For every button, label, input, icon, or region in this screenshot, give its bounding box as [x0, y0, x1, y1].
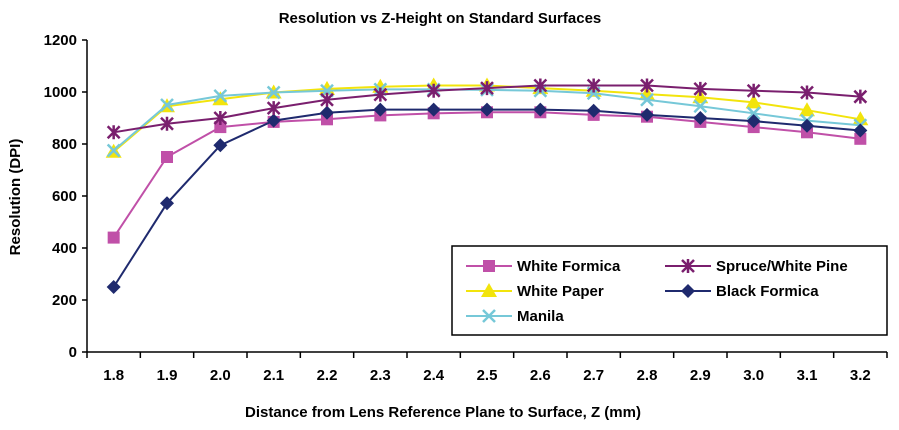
data-point-spruce-white-pine: [373, 87, 388, 102]
legend-label: Spruce/White Pine: [716, 258, 848, 275]
data-point-black-formica: [746, 114, 761, 129]
data-point-spruce-white-pine: [106, 125, 121, 140]
data-point-manila: [160, 98, 174, 112]
legend-item-white-formica: White Formica: [466, 258, 621, 275]
data-point-black-formica: [480, 102, 494, 117]
legend-label: White Formica: [517, 258, 621, 275]
data-point-white-formica: [854, 132, 867, 145]
legend-label: Black Formica: [716, 283, 819, 300]
data-point-black-formica: [693, 111, 708, 125]
legend-swatch-marker: [483, 260, 495, 272]
data-point-spruce-white-pine: [426, 83, 441, 98]
legend-swatch-marker: [681, 259, 695, 273]
data-point-black-formica: [640, 107, 654, 122]
x-tick-label: 2.7: [583, 367, 604, 384]
x-tick-label: 2.2: [317, 367, 338, 384]
data-point-white-formica: [107, 231, 120, 244]
series-spruce-white-pine: [106, 78, 868, 140]
data-point-black-formica: [533, 102, 548, 117]
series-layer: [105, 77, 869, 294]
data-point-spruce-white-pine: [160, 116, 174, 131]
data-point-manila: [266, 85, 281, 100]
legend-swatch-marker: [482, 309, 496, 323]
y-axis-label: Resolution (DPI): [7, 139, 24, 256]
x-tick-label: 2.4: [423, 367, 445, 384]
data-point-manila: [213, 89, 228, 103]
data-point-spruce-white-pine: [213, 111, 228, 125]
chart-title: Resolution vs Z-Height on Standard Surfa…: [279, 10, 602, 27]
legend-label: White Paper: [517, 283, 604, 300]
y-tick-label: 800: [52, 136, 77, 153]
data-point-spruce-white-pine: [800, 85, 814, 100]
legend-item-white-paper: White Paper: [466, 283, 604, 300]
data-point-spruce-white-pine: [853, 89, 868, 104]
data-point-black-formica: [426, 102, 441, 117]
x-tick-label: 2.1: [263, 367, 284, 384]
x-tick-label: 2.8: [637, 367, 658, 384]
legend-item-manila: Manila: [466, 308, 564, 325]
data-point-white-paper: [799, 102, 815, 117]
x-tick-label: 2.3: [370, 367, 391, 384]
x-tick-label: 2.9: [690, 367, 711, 384]
x-axis-label: Distance from Lens Reference Plane to Su…: [245, 404, 641, 421]
data-point-manila: [693, 99, 708, 114]
y-tick-label: 200: [52, 292, 77, 309]
data-point-white-paper: [692, 89, 709, 104]
data-point-spruce-white-pine: [480, 81, 494, 96]
data-point-black-formica: [213, 138, 228, 153]
data-point-white-formica: [214, 121, 227, 134]
x-tick-label: 1.8: [103, 367, 124, 384]
data-point-black-formica: [586, 103, 601, 118]
x-tick-label: 3.0: [743, 367, 764, 384]
data-point-white-paper: [212, 91, 229, 106]
data-point-black-formica: [266, 113, 281, 128]
x-tick-label: 3.2: [850, 367, 871, 384]
legend: White Formica Spruce/White Pine White Pape…: [451, 245, 888, 336]
x-tick-label: 1.9: [157, 367, 178, 384]
y-tick-label: 1000: [44, 84, 77, 101]
data-point-black-formica: [373, 102, 388, 117]
data-point-spruce-white-pine: [586, 78, 601, 93]
data-point-spruce-white-pine: [693, 81, 708, 96]
legend-label: Manila: [517, 308, 564, 325]
y-tick-label: 1200: [44, 32, 77, 49]
data-point-spruce-white-pine: [320, 92, 334, 107]
data-point-spruce-white-pine: [533, 78, 548, 93]
data-point-spruce-white-pine: [266, 101, 281, 116]
y-tick-label: 400: [52, 240, 77, 257]
x-tick-label: 2.0: [210, 367, 231, 384]
legend-item-spruce-white-pine: Spruce/White Pine: [665, 258, 848, 275]
axes: 0 200 400 600 800 1000 1200 1.8 1.9 2.0 2.1 2.2 2.3 2…: [44, 32, 888, 384]
x-tick-label: 2.5: [477, 367, 498, 384]
data-point-black-formica: [800, 118, 814, 133]
data-point-manila: [640, 92, 654, 107]
data-point-manila: [746, 106, 761, 121]
legend-swatch-marker: [681, 284, 695, 298]
legend-swatch-marker: [481, 283, 497, 297]
data-point-black-formica: [853, 123, 868, 138]
x-tick-label: 2.6: [530, 367, 551, 384]
data-point-white-formica: [161, 151, 173, 163]
series-black-formica: [106, 102, 868, 294]
legend-item-black-formica: Black Formica: [665, 283, 819, 300]
y-tick-label: 0: [69, 344, 77, 361]
x-tick-label: 3.1: [797, 367, 818, 384]
data-point-manila: [106, 143, 121, 158]
data-point-black-formica: [160, 196, 174, 211]
data-point-spruce-white-pine: [640, 78, 654, 93]
data-point-spruce-white-pine: [746, 83, 761, 98]
data-point-black-formica: [320, 105, 334, 120]
data-point-black-formica: [106, 280, 121, 294]
data-point-white-paper: [745, 94, 762, 109]
y-tick-label: 600: [52, 188, 77, 205]
